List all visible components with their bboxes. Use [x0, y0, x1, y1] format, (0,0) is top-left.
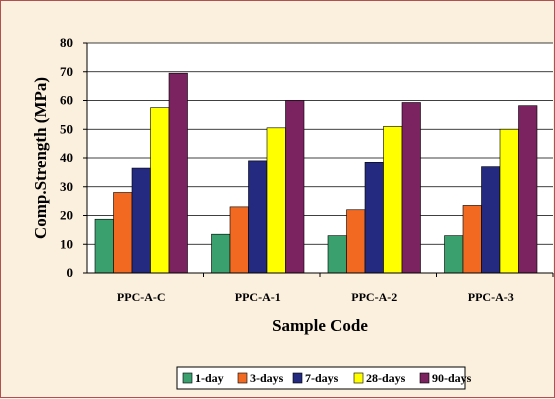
legend-swatch — [353, 372, 364, 384]
bar-28-days-PPC-A-2 — [383, 126, 403, 274]
bar-7-days-PPC-A-3 — [481, 166, 501, 274]
legend-label: 90-days — [432, 371, 472, 385]
legend: 1-day 3-days 7-days 28-days 90-days — [176, 366, 472, 390]
bar-90-days-PPC-A-1 — [285, 100, 305, 274]
bar-7-days-PPC-A-1 — [248, 160, 268, 274]
x-category-label: PPC-A-1 — [235, 290, 281, 304]
legend-label: 3-days — [250, 371, 284, 385]
legend-swatch — [419, 372, 430, 384]
y-tick-label: 80 — [60, 35, 73, 50]
x-category-label: PPC-A-3 — [468, 290, 514, 304]
legend-label: 1-day — [195, 371, 224, 385]
bar-28-days-PPC-A-1 — [266, 127, 286, 274]
legend-swatch — [182, 372, 193, 384]
bars — [94, 72, 538, 274]
bar-7-days-PPC-A-C — [131, 167, 151, 274]
y-tick-label: 30 — [60, 179, 73, 194]
legend-swatch — [237, 372, 248, 384]
bar-3-days-PPC-A-C — [113, 192, 133, 274]
bar-3-days-PPC-A-1 — [229, 206, 249, 274]
x-axis-title: Sample Code — [272, 316, 368, 335]
bar-28-days-PPC-A-3 — [499, 128, 519, 274]
x-category-labels: PPC-A-C PPC-A-1 PPC-A-2 PPC-A-3 — [117, 290, 514, 304]
x-category-label: PPC-A-2 — [351, 290, 397, 304]
y-tick-label: 10 — [60, 236, 73, 251]
legend-swatch — [292, 372, 303, 384]
y-tick-label: 50 — [60, 121, 73, 136]
bar-3-days-PPC-A-2 — [346, 209, 366, 274]
y-tick-label: 40 — [60, 150, 73, 165]
bar-28-days-PPC-A-C — [150, 107, 170, 274]
bar-3-days-PPC-A-3 — [462, 205, 482, 274]
bar-7-days-PPC-A-2 — [364, 162, 384, 274]
bar-90-days-PPC-A-C — [168, 72, 188, 274]
y-tick-label: 70 — [60, 64, 73, 79]
bar-1-day-PPC-A-1 — [211, 233, 231, 274]
x-category-label: PPC-A-C — [117, 290, 166, 304]
bar-90-days-PPC-A-3 — [518, 105, 538, 274]
legend-box — [176, 366, 466, 390]
bar-1-day-PPC-A-2 — [327, 235, 347, 274]
legend-label: 7-days — [305, 371, 339, 385]
y-tick-label: 0 — [67, 265, 74, 280]
bar-1-day-PPC-A-3 — [444, 235, 464, 274]
y-tick-label: 60 — [60, 93, 73, 108]
bar-90-days-PPC-A-2 — [401, 102, 421, 274]
y-tick-label: 20 — [60, 208, 73, 223]
legend-label: 28-days — [366, 371, 406, 385]
y-tick-labels: 0 10 20 30 40 50 60 70 80 — [60, 35, 73, 280]
bar-1-day-PPC-A-C — [94, 218, 114, 274]
y-axis-title: Comp.Strength (MPa) — [31, 77, 50, 239]
